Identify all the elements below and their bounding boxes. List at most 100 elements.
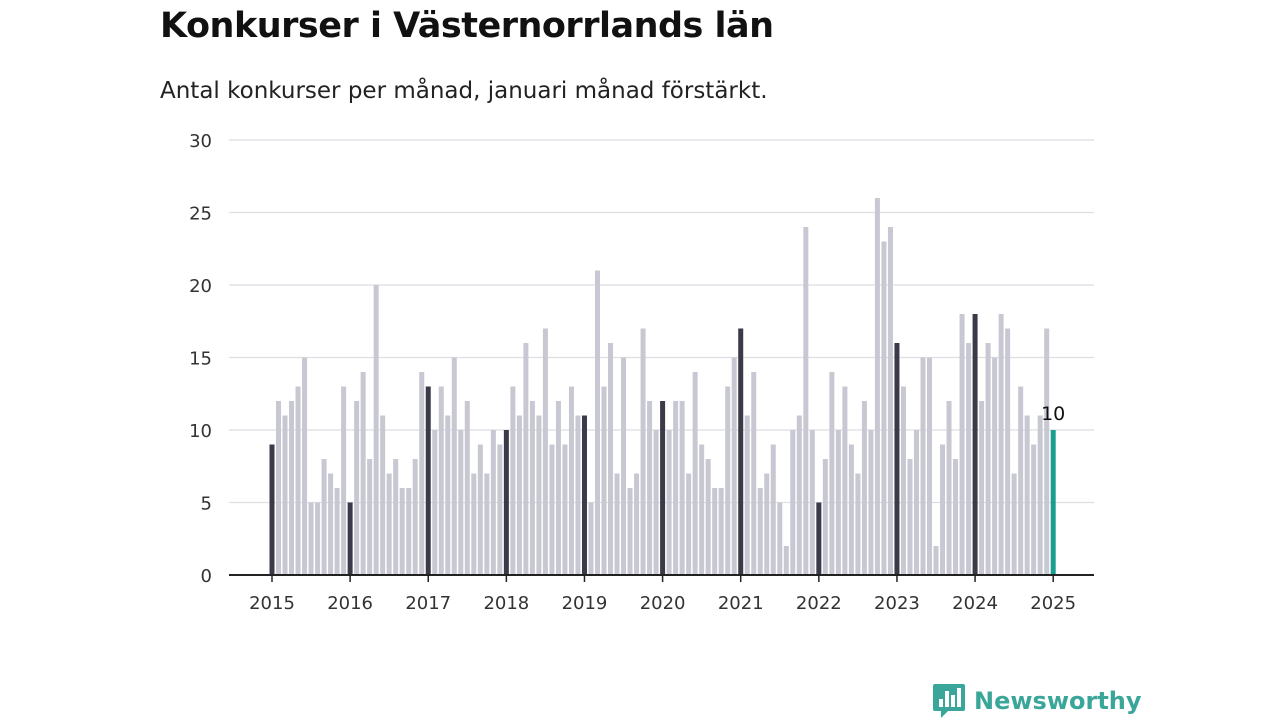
y-tick-label: 20 (189, 276, 212, 297)
bar (1005, 328, 1011, 575)
x-tick-label: 2024 (952, 593, 998, 614)
bar (673, 401, 679, 575)
bar (816, 502, 822, 575)
bar (1024, 415, 1030, 575)
bar (581, 415, 587, 575)
bar (1018, 386, 1024, 575)
bar (679, 401, 685, 575)
bar (562, 444, 568, 575)
bar (432, 430, 438, 575)
bar (744, 415, 750, 575)
bar (464, 401, 470, 575)
bar (276, 401, 282, 575)
bar (796, 415, 802, 575)
x-tick-label: 2018 (483, 593, 529, 614)
x-tick-label: 2021 (718, 593, 764, 614)
bar (529, 401, 535, 575)
bar (614, 473, 620, 575)
bar (992, 357, 998, 575)
bar (803, 227, 809, 575)
bar (751, 372, 757, 575)
bar (568, 386, 574, 575)
bar (887, 227, 893, 575)
bar (471, 473, 477, 575)
bar (451, 357, 457, 575)
x-tick-label: 2019 (562, 593, 608, 614)
bar (842, 386, 848, 575)
bar (328, 473, 334, 575)
bar (497, 444, 503, 575)
chart-subtitle: Antal konkurser per månad, januari månad… (160, 78, 768, 104)
bar (874, 198, 880, 575)
bar (927, 357, 933, 575)
bar (809, 430, 815, 575)
bar (848, 444, 854, 575)
bar (393, 459, 399, 575)
x-tick-label: 2016 (327, 593, 373, 614)
bar (738, 328, 744, 575)
bar (627, 488, 633, 575)
bar (510, 386, 516, 575)
bar (731, 357, 737, 575)
brand-logo: Newsworthy (932, 682, 1142, 720)
bar (953, 459, 959, 575)
bar (536, 415, 542, 575)
bar (686, 473, 692, 575)
bar (341, 386, 347, 575)
bar (380, 415, 386, 575)
bar (699, 444, 705, 575)
bar (647, 401, 653, 575)
bar (555, 401, 561, 575)
bar (484, 473, 490, 575)
bar (549, 444, 555, 575)
bar (302, 357, 308, 575)
bar (412, 459, 418, 575)
bar (881, 241, 887, 575)
bar (601, 386, 607, 575)
x-tick-label: 2025 (1030, 593, 1076, 614)
bar (913, 430, 919, 575)
bar (347, 502, 353, 575)
bar (608, 343, 614, 575)
bar (770, 444, 776, 575)
bar (718, 488, 724, 575)
bar (321, 459, 327, 575)
bar (575, 415, 581, 575)
bar (822, 459, 828, 575)
y-tick-label: 0 (201, 566, 212, 587)
bar (516, 415, 522, 575)
bar (445, 415, 451, 575)
bar (712, 488, 718, 575)
bar (933, 546, 939, 575)
bar (523, 343, 529, 575)
bar (595, 270, 600, 575)
bar (438, 386, 444, 575)
bar (783, 546, 789, 575)
x-tick-label: 2015 (249, 593, 295, 614)
bar (653, 430, 659, 575)
bar (640, 328, 646, 575)
bar (790, 430, 796, 575)
bar (940, 444, 946, 575)
y-tick-label: 5 (201, 494, 212, 515)
bar (855, 473, 861, 575)
bar (373, 285, 379, 575)
data-label: 10 (1041, 403, 1065, 425)
bars: 10 (269, 198, 1065, 575)
bar (308, 502, 314, 575)
y-tick-label: 15 (189, 349, 212, 370)
bar (477, 444, 483, 575)
bar (764, 473, 770, 575)
bar (1044, 328, 1050, 575)
bar (360, 372, 366, 575)
bar (542, 328, 548, 575)
bar (777, 502, 783, 575)
bar (835, 430, 841, 575)
bar (503, 430, 509, 575)
bar (946, 401, 952, 575)
bar (295, 386, 301, 575)
y-tick-label: 30 (189, 131, 212, 152)
bar (1050, 430, 1056, 575)
bar (998, 314, 1004, 575)
